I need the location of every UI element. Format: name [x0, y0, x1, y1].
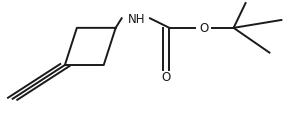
Text: O: O [199, 22, 208, 35]
Text: O: O [162, 70, 171, 83]
Text: NH: NH [128, 13, 145, 26]
